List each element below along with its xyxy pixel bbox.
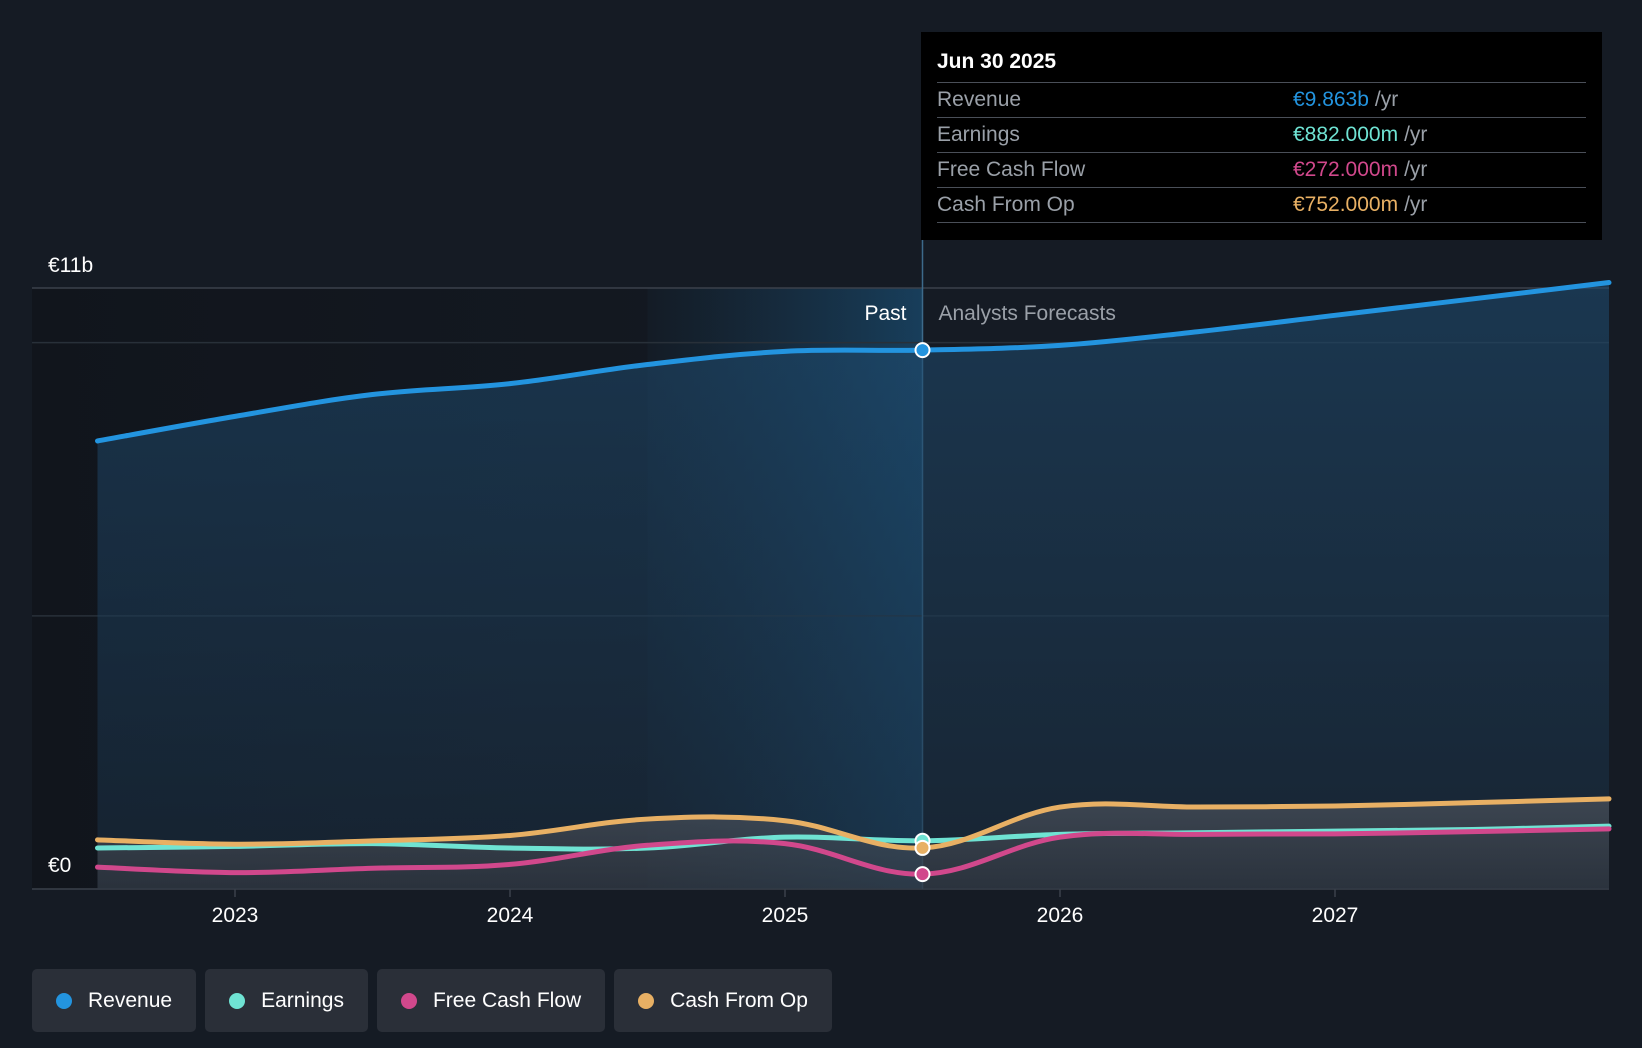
tooltip-label: Cash From Op <box>937 193 1075 216</box>
legend-item-revenue[interactable]: Revenue <box>32 969 197 1032</box>
tooltip-row-revenue: Revenue €9.863b /yr <box>937 83 1586 118</box>
tooltip-row-fcf: Free Cash Flow €272.000m /yr <box>937 153 1586 188</box>
tooltip-label: Earnings <box>937 123 1020 146</box>
y-axis-min-label: €0 <box>48 854 71 877</box>
x-tick-label: 2026 <box>1037 904 1084 927</box>
cash-from-op-line <box>95 796 1612 851</box>
tooltip-row-cfo: Cash From Op €752.000m /yr <box>937 188 1586 223</box>
free-cash-flow-marker <box>914 866 931 883</box>
legend-label: Earnings <box>261 988 344 1012</box>
legend-item-earnings[interactable]: Earnings <box>205 969 368 1032</box>
legend-label: Cash From Op <box>670 988 808 1012</box>
past-label: Past <box>864 302 906 325</box>
tooltip-label: Revenue <box>937 88 1022 111</box>
tooltip-unit: /yr <box>1374 88 1399 111</box>
y-axis-max-label: €11b <box>48 254 93 277</box>
x-tick-label: 2025 <box>762 904 809 927</box>
tooltip: Jun 30 2025 Revenue €9.863b /yr Earnings… <box>921 32 1602 240</box>
forecast-label: Analysts Forecasts <box>939 302 1116 325</box>
free-cash-flow-dot-icon <box>400 992 417 1009</box>
tooltip-value: €882.000m <box>1293 123 1399 146</box>
tooltip-unit: /yr <box>1404 193 1428 216</box>
tooltip-unit: /yr <box>1404 158 1428 181</box>
x-tick-label: 2024 <box>487 904 534 927</box>
tooltip-row-earnings: Earnings €882.000m /yr <box>937 118 1586 153</box>
legend-label: Revenue <box>88 988 173 1012</box>
revenue-dot-icon <box>56 992 72 1009</box>
tooltip-value: €272.000m <box>1293 158 1399 181</box>
cash-from-op-dot-icon <box>638 992 655 1009</box>
legend-item-free-cash-flow[interactable]: Free Cash Flow <box>376 969 606 1032</box>
tooltip-unit: /yr <box>1404 123 1428 146</box>
x-tick-label: 2023 <box>212 904 259 927</box>
tooltip-value: €752.000m <box>1293 193 1399 216</box>
revenue-marker <box>914 342 931 359</box>
x-tick-label: 2027 <box>1312 904 1359 927</box>
free-cash-flow-line <box>95 826 1612 877</box>
tooltip-value: €9.863b <box>1293 88 1369 111</box>
revenue-area <box>97 282 1609 889</box>
cash-from-op-marker <box>914 839 931 856</box>
legend: Revenue Earnings Free Cash Flow Cash Fro… <box>32 969 832 1032</box>
earnings-dot-icon <box>229 992 246 1009</box>
tooltip-label: Free Cash Flow <box>937 158 1086 181</box>
tooltip-date: Jun 30 2025 <box>937 46 1586 83</box>
legend-item-cash-from-op[interactable]: Cash From Op <box>614 969 832 1032</box>
revenue-line <box>95 280 1612 444</box>
legend-label: Free Cash Flow <box>432 988 582 1012</box>
